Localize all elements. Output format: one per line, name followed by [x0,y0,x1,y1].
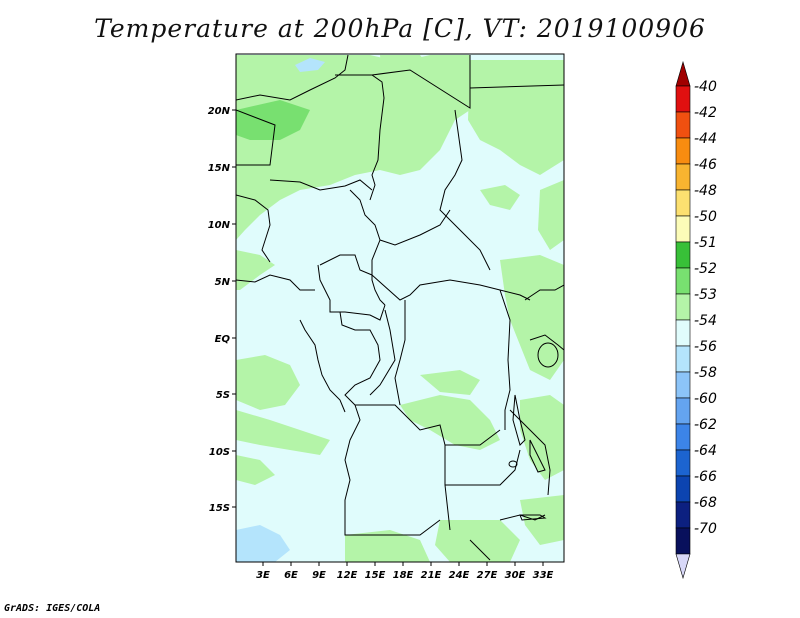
colorbar-label: -66 [694,469,717,485]
plot-frame [235,53,565,563]
colorbar-swatch [675,60,691,87]
colorbar-swatch [675,553,691,580]
lat-label: 20N [208,106,231,117]
lon-label: 21E [421,570,442,581]
colorbar-swatch [675,397,691,425]
lakes [508,342,559,521]
colorbar-swatch [675,241,691,269]
lat-label: 10N [208,220,231,231]
colorbar-swatch [675,189,691,217]
colorbar-swatch [675,319,691,347]
lon-label: 18E [393,570,414,581]
colorbar-label: -51 [694,235,717,251]
colorbar-swatch [675,449,691,477]
colorbar-label: -62 [694,417,717,433]
colorbar-swatch [675,501,691,529]
colorbar-swatch [675,371,691,399]
lon-label: 24E [449,570,470,581]
lon-label: 33E [533,570,554,581]
longitude-labels: 3E 6E 9E 12E 15E 18E 21E 24E 27E 30E 33E [256,570,553,581]
colorbar-label: -60 [694,391,717,407]
colorbar-label: -40 [694,79,717,95]
colorbar-label: -42 [694,105,717,121]
lon-label: 15E [365,570,386,581]
colorbar-swatch [675,163,691,191]
lat-label: 5S [216,390,230,401]
colorbar-swatch [675,475,691,503]
colorbar-label: -54 [694,313,717,329]
lon-label: 12E [337,570,358,581]
colorbar-label: -70 [694,521,717,537]
colorbar-swatch [675,423,691,451]
colorbar-swatch [675,111,691,139]
colorbar-swatch [675,215,691,243]
colorbar-label: -52 [694,261,717,277]
latitude-labels: 20N 15N 10N 5N EQ 5S 10S 15S [208,106,231,514]
colorbar-label: -68 [694,495,717,511]
grads-credit: GrADS: IGES/COLA [4,603,101,614]
lat-label: 15S [209,503,230,514]
lon-label: 6E [284,570,298,581]
colorbar-label: -56 [694,339,717,355]
lon-label: 9E [312,570,326,581]
lon-label: 27E [477,570,498,581]
colorbar: -40 -42 -44 -46 -48 -50 -51 -52 -53 -54 -56 -58 -60 -… [675,60,717,580]
country-borders [236,54,564,561]
colorbar-label: -44 [694,131,717,147]
colorbar-label: -53 [694,287,717,303]
map-title: Temperature at 200hPa [C], VT: 201910090… [94,14,706,43]
colorbar-label: -58 [694,365,717,381]
lat-label: 5N [215,277,231,288]
colorbar-label: -48 [694,183,717,199]
axis-ticks [232,109,544,566]
lat-label: 15N [208,163,231,174]
lon-label: 3E [256,570,270,581]
colorbar-swatch [675,85,691,113]
colorbar-swatch [675,345,691,373]
colorbar-label: -64 [694,443,717,459]
colorbar-swatch [675,137,691,165]
colorbar-swatch [675,267,691,295]
temperature-field [236,55,564,562]
colorbar-label: -50 [694,209,717,225]
colorbar-label: -46 [694,157,717,173]
lat-label: 10S [209,447,230,458]
colorbar-swatch [675,527,691,555]
lat-label: EQ [215,334,231,345]
lon-label: 30E [505,570,526,581]
colorbar-swatch [675,293,691,321]
